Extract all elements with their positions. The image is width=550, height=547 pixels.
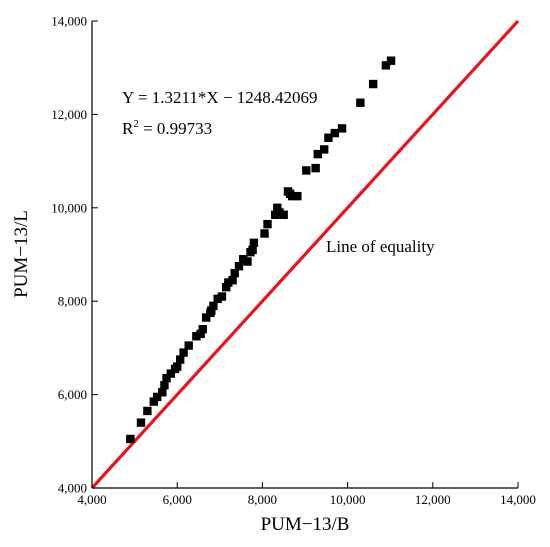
data-point (273, 203, 282, 212)
data-point (209, 301, 218, 311)
data-point (213, 294, 222, 304)
x-axis-title: PUM−13/B (261, 514, 350, 535)
line-of-equality (90, 19, 520, 490)
data-point (152, 392, 162, 402)
x-tick-label: 8,000 (248, 492, 277, 507)
data-point (162, 374, 171, 383)
data-point (302, 166, 311, 175)
data-point (228, 275, 237, 285)
data-point (243, 257, 252, 266)
data-point (249, 238, 259, 248)
data-point (136, 418, 146, 427)
data-point (224, 278, 233, 287)
data-point (230, 268, 239, 278)
x-tick-label: 4,000 (77, 492, 106, 507)
x-tick-label: 10,000 (330, 492, 366, 507)
data-point (368, 79, 378, 89)
data-point (173, 362, 182, 371)
data-point (175, 355, 185, 364)
y-ticks: 4,000 6,000 8,000 10,000 12,000 14,000 (51, 14, 98, 496)
data-point (263, 219, 272, 229)
data-point (260, 229, 269, 238)
data-point (248, 245, 257, 255)
data-point (337, 124, 347, 133)
data-point (149, 397, 158, 406)
data-point (217, 292, 227, 301)
data-point (293, 191, 302, 201)
data-point (319, 145, 329, 154)
data-point (158, 388, 167, 397)
data-point (313, 149, 322, 159)
data-point (239, 254, 248, 264)
x-tick-label: 6,000 (163, 492, 192, 507)
r-squared-symbol: R (122, 119, 134, 138)
data-point (279, 210, 288, 220)
data-point (275, 208, 284, 217)
data-point (386, 56, 396, 65)
data-point (381, 61, 391, 70)
y-tick-label: 12,000 (51, 107, 87, 122)
y-tick-label: 8,000 (58, 294, 87, 309)
y-tick-label: 4,000 (58, 481, 87, 496)
y-tick-label: 10,000 (51, 200, 87, 215)
r-squared-value: = 0.99733 (139, 119, 212, 138)
data-point (311, 163, 320, 173)
x-ticks: 4,000 6,000 8,000 10,000 12,000 14,000 (77, 482, 536, 507)
data-point (198, 325, 207, 334)
data-point (160, 381, 169, 390)
y-tick-label: 6,000 (58, 387, 87, 402)
data-point (166, 369, 176, 378)
data-point (179, 348, 188, 357)
x-tick-label: 12,000 (415, 492, 451, 507)
r-squared-superscript: 2 (133, 118, 139, 130)
data-point (270, 210, 280, 220)
y-tick-label: 14,000 (51, 14, 87, 29)
data-point (330, 128, 340, 138)
data-point (288, 191, 297, 201)
line-of-equality-label: Line of equality (326, 237, 435, 256)
data-point (207, 306, 216, 315)
data-point (324, 133, 333, 142)
x-tick-label: 14,000 (500, 492, 536, 507)
data-point (184, 341, 193, 350)
data-point (234, 261, 244, 271)
data-point (221, 282, 231, 292)
data-point (201, 313, 211, 322)
reference-line-layer (90, 19, 520, 490)
data-points-layer (126, 56, 396, 444)
data-point (192, 332, 201, 341)
regression-equation: Y = 1.3211*X − 1248.42069 (122, 88, 317, 107)
data-point (143, 406, 152, 416)
r-squared-label: R2 = 0.99733 (122, 118, 212, 138)
data-point (196, 329, 205, 339)
data-point (126, 434, 135, 444)
data-point (356, 98, 365, 107)
y-axis-title: PUM−13/L (11, 210, 32, 298)
